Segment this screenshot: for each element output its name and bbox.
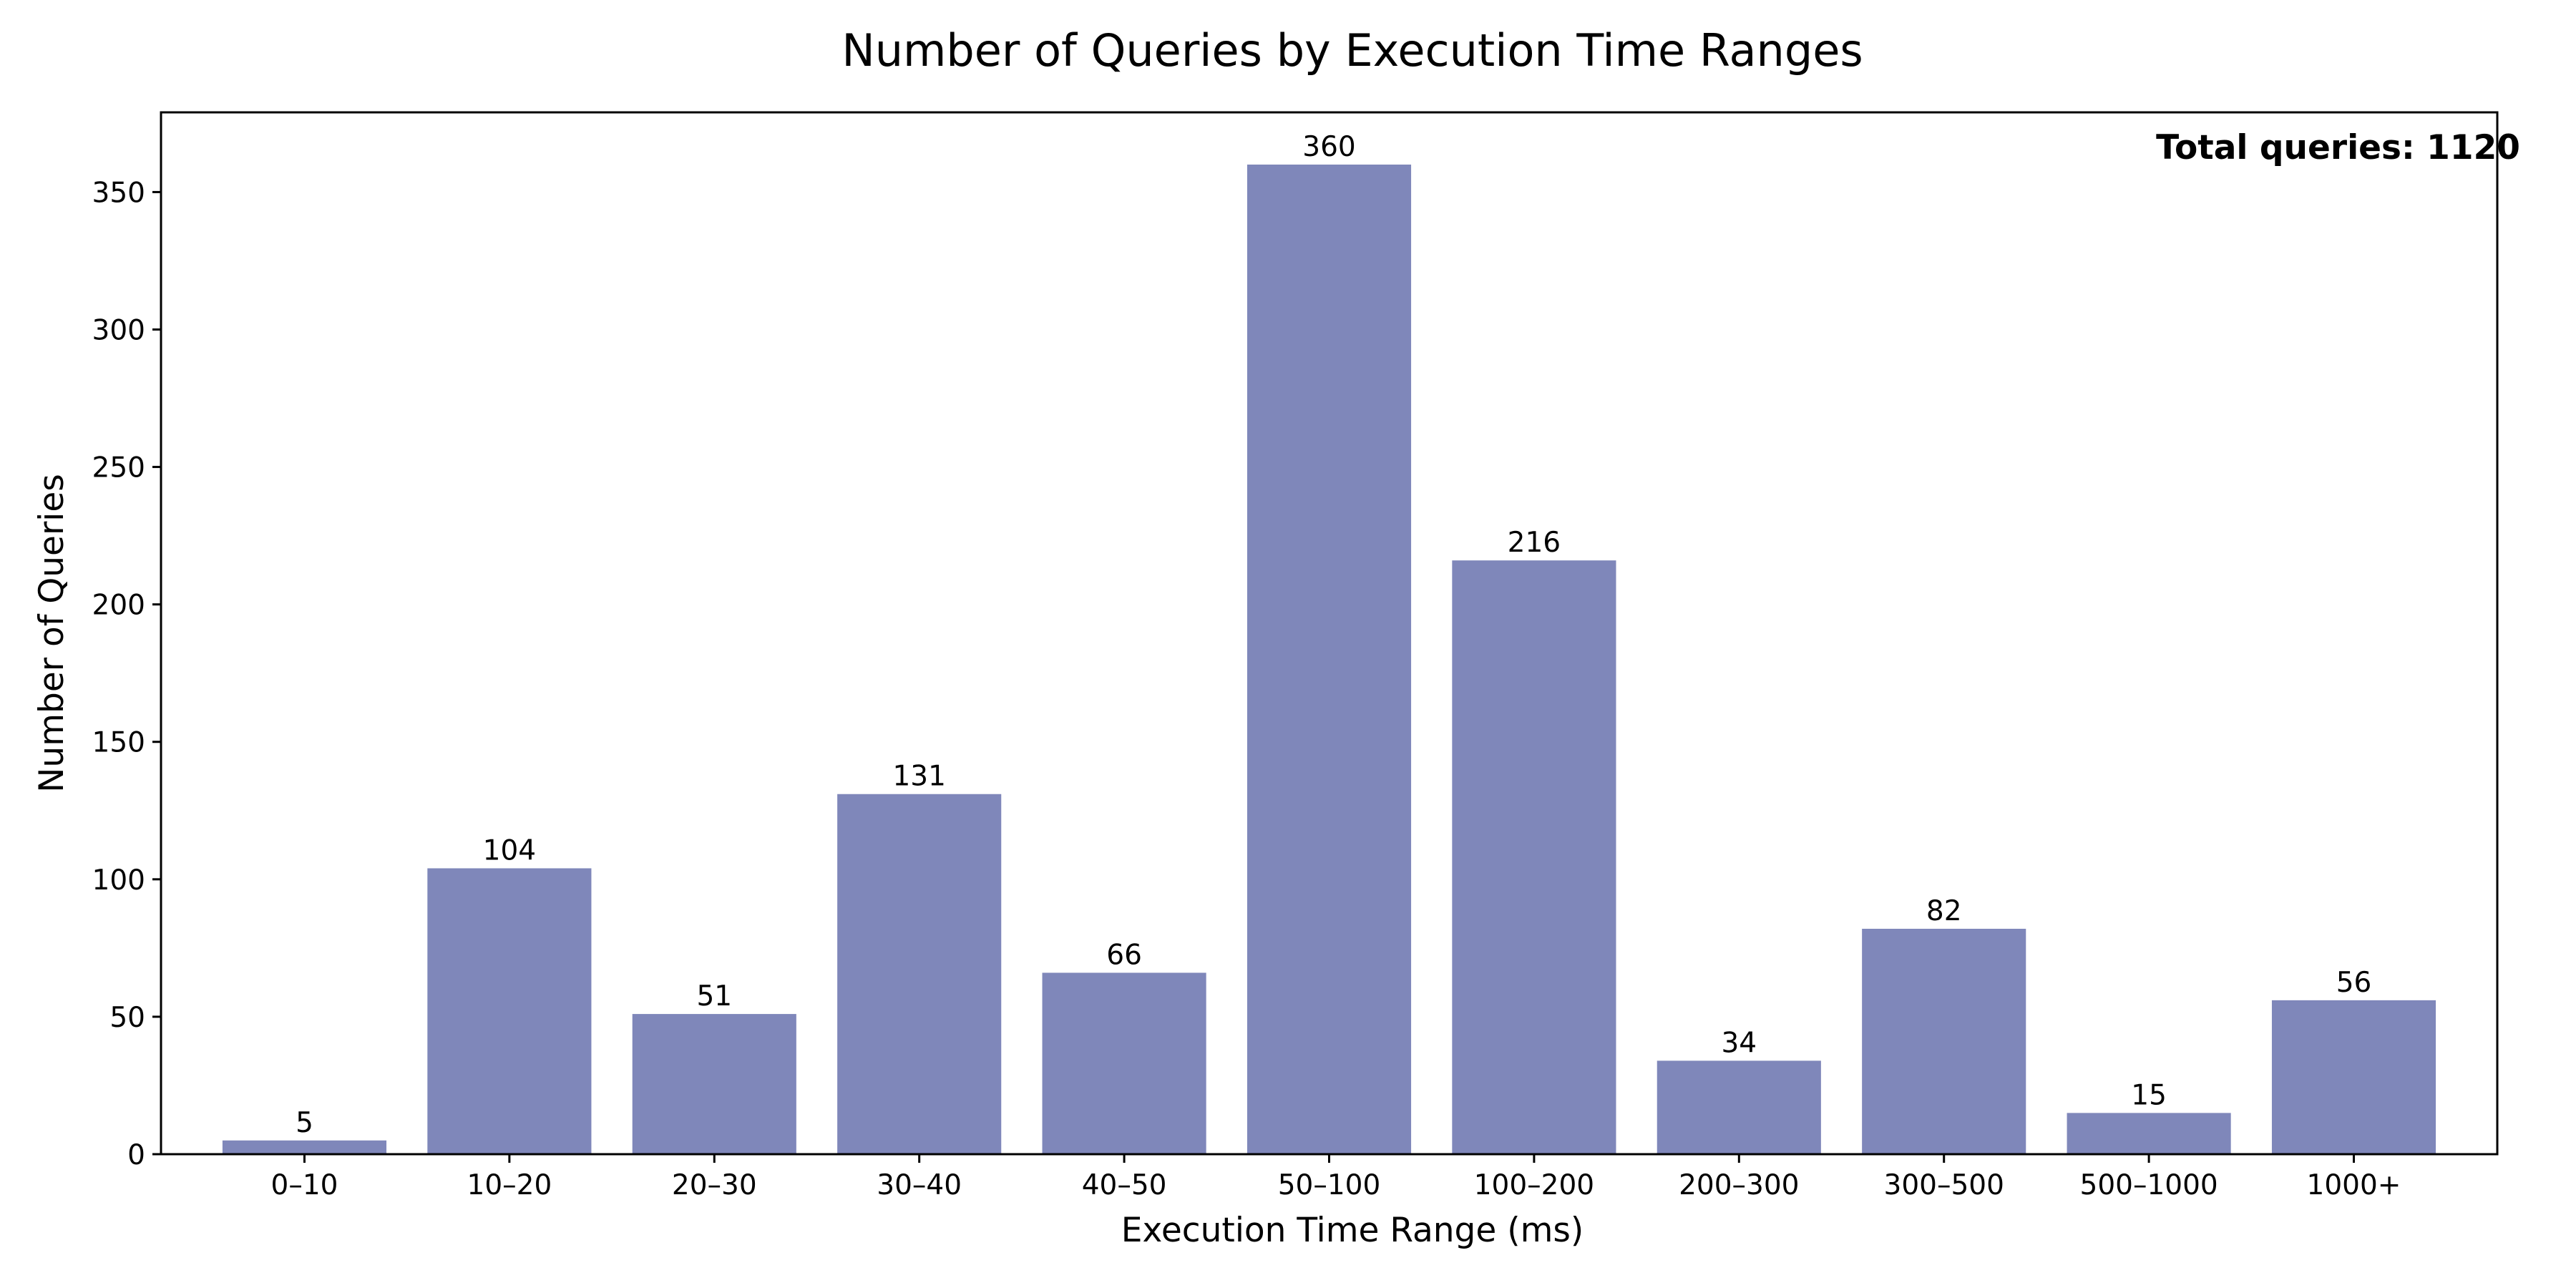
bar-7 [1657,1060,1821,1154]
y-tick-label-1: 50 [109,1002,145,1034]
bar-value-label-9: 15 [2131,1079,2167,1111]
bar-value-label-10: 56 [2336,967,2372,999]
x-tick-label-9: 500–1000 [2080,1169,2218,1201]
bar-10 [2271,1000,2436,1154]
x-tick-label-1: 10–20 [467,1169,552,1201]
bar-1 [427,868,592,1154]
x-axis-label: Execution Time Range (ms) [1121,1211,1584,1250]
y-axis: 0 50 100 150 200 250 300 350 [92,177,161,1171]
x-tick-label-8: 300–500 [1884,1169,2004,1201]
bar-5 [1246,164,1412,1155]
plot-frame [160,111,2499,1156]
total-queries-annotation: Total queries: 1120 [2156,128,2520,167]
y-tick-label-5: 250 [92,452,145,484]
x-tick-label-3: 30–40 [877,1169,962,1201]
bar-3 [837,794,1002,1154]
bar-value-label-5: 360 [1302,131,1355,163]
bar-6 [1452,560,1616,1154]
y-tick-label-3: 150 [92,727,145,759]
bar-value-label-8: 82 [1926,895,1962,927]
x-tick-label-7: 200–300 [1679,1169,1799,1201]
bars-layer [222,164,2436,1155]
bar-value-label-3: 131 [892,761,945,793]
bar-9 [2067,1113,2231,1154]
bar-0 [222,1140,387,1154]
bar-value-label-7: 34 [1721,1027,1757,1059]
x-axis: 0–10 10–20 20–30 30–40 40–50 50–100 100–200 200… [271,1154,2401,1201]
y-tick-label-6: 300 [92,314,145,346]
bar-value-label-1: 104 [483,834,536,867]
y-axis-label: Number of Queries [32,474,72,792]
y-tick-label-7: 350 [92,177,145,209]
bar-value-label-6: 216 [1508,527,1561,559]
bar-4 [1042,972,1206,1154]
bar-labels-layer: 5 104 51 131 66 360 216 34 82 15 56 [296,131,2371,1139]
x-tick-label-10: 1000+ [2307,1169,2401,1201]
x-tick-label-5: 50–100 [1278,1169,1381,1201]
x-tick-label-0: 0–10 [271,1169,338,1201]
x-tick-label-2: 20–30 [672,1169,757,1201]
bar-value-label-2: 51 [696,980,732,1013]
bar-8 [1862,928,2026,1154]
y-tick-label-2: 100 [92,864,145,897]
y-tick-label-4: 200 [92,590,145,622]
bar-value-label-0: 5 [296,1107,313,1139]
x-tick-label-6: 100–200 [1474,1169,1594,1201]
x-tick-label-4: 40–50 [1082,1169,1167,1201]
chart-title: Number of Queries by Execution Time Rang… [841,24,1863,77]
bar-value-label-4: 66 [1106,939,1142,971]
bar-2 [632,1014,796,1154]
y-tick-label-0: 0 [127,1139,145,1171]
